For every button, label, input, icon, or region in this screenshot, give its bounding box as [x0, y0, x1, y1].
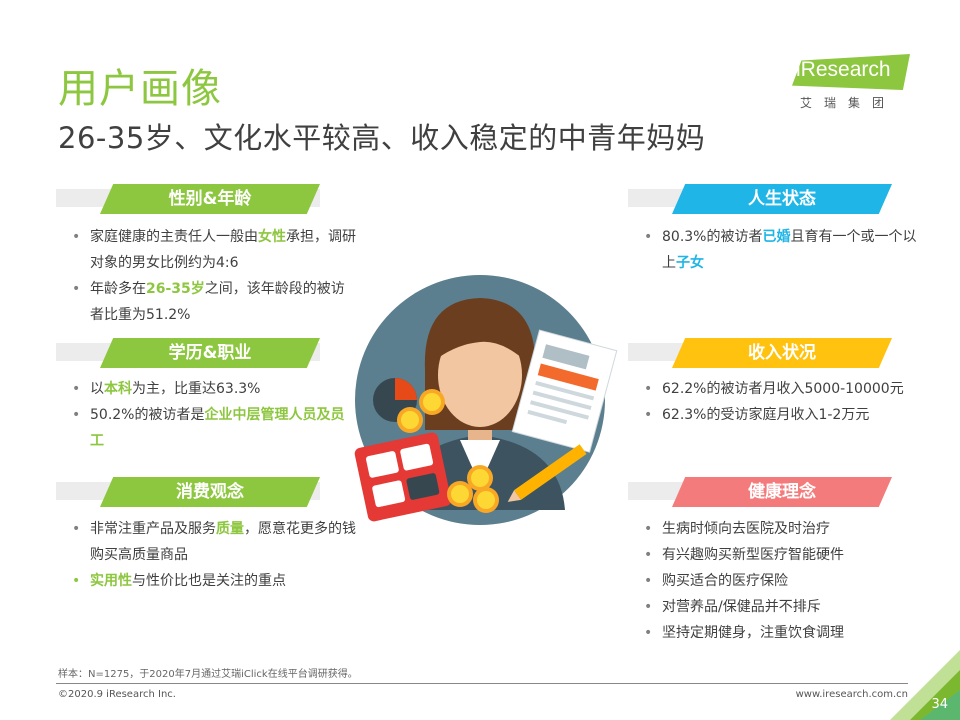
- section-header-consumption: 消费观念: [56, 477, 320, 507]
- list-item: 坚持定期健身，注重饮食调理: [640, 620, 930, 646]
- list-item: 购买适合的医疗保险: [640, 568, 930, 594]
- section-title-consumption: 消费观念: [100, 477, 320, 507]
- section-title-life: 人生状态: [672, 184, 892, 214]
- section-header-life: 人生状态: [628, 184, 892, 214]
- life-list: 80.3%的被访者已婚且育有一个或一个以上子女: [640, 224, 920, 276]
- calculator-icon: [354, 432, 452, 522]
- hair-fringe: [438, 318, 522, 358]
- page-subtitle: 26-35岁、文化水平较高、收入稳定的中青年妈妈: [58, 121, 706, 155]
- health-list: 生病时倾向去医院及时治疗 有兴趣购买新型医疗智能硬件 购买适合的医疗保险 对营养…: [640, 516, 930, 646]
- section-header-gender-age: 性别&年龄: [56, 184, 320, 214]
- list-item: 50.2%的被访者是企业中层管理人员及员工: [68, 402, 358, 454]
- education-list: 以本科为主，比重达63.3% 50.2%的被访者是企业中层管理人员及员工: [68, 376, 358, 454]
- section-title-income: 收入状况: [672, 338, 892, 368]
- logo-shape: [792, 54, 910, 90]
- footer-divider: [56, 683, 908, 684]
- list-item: 年龄多在26-35岁之间，该年龄段的被访者比重为51.2%: [68, 276, 358, 328]
- section-title-health: 健康理念: [672, 477, 892, 507]
- mother-illustration: [354, 275, 618, 525]
- list-item: 家庭健康的主责任人一般由女性承担，调研对象的男女比例约为4:6: [68, 224, 358, 276]
- list-item: 有兴趣购买新型医疗智能硬件: [640, 542, 930, 568]
- sample-note: 样本：N=1275，于2020年7月通过艾瑞iClick在线平台调研获得。: [58, 669, 358, 680]
- website-link[interactable]: www.iresearch.com.cn: [795, 689, 908, 700]
- corner-decoration: [890, 650, 960, 720]
- coin-icon: [397, 389, 499, 513]
- list-item: 非常注重产品及服务质量，愿意花更多的钱购买高质量商品: [68, 516, 358, 568]
- section-header-income: 收入状况: [628, 338, 892, 368]
- page-number: 34: [931, 697, 948, 712]
- list-item: 对营养品/保健品并不排斥: [640, 594, 930, 620]
- list-item: 62.3%的受访家庭月收入1-2万元: [640, 402, 930, 428]
- list-item: 生病时倾向去医院及时治疗: [640, 516, 930, 542]
- list-item: 80.3%的被访者已婚且育有一个或一个以上子女: [640, 224, 920, 276]
- income-list: 62.2%的被访者月收入5000-10000元 62.3%的受访家庭月收入1-2…: [640, 376, 930, 428]
- gender-age-list: 家庭健康的主责任人一般由女性承担，调研对象的男女比例约为4:6 年龄多在26-3…: [68, 224, 358, 328]
- list-item: 62.2%的被访者月收入5000-10000元: [640, 376, 930, 402]
- list-item: 实用性与性价比也是关注的重点: [68, 568, 358, 594]
- collar: [460, 440, 500, 485]
- logo-chinese: 艾瑞集团: [800, 96, 897, 110]
- section-header-education: 学历&职业: [56, 338, 320, 368]
- logo-text: iResearch: [796, 58, 891, 81]
- section-header-health: 健康理念: [628, 477, 892, 507]
- copyright: ©2020.9 iResearch Inc.: [58, 689, 176, 700]
- section-title-education: 学历&职业: [100, 338, 320, 368]
- list-item: 以本科为主，比重达63.3%: [68, 376, 358, 402]
- consumption-list: 非常注重产品及服务质量，愿意花更多的钱购买高质量商品 实用性与性价比也是关注的重…: [68, 516, 358, 594]
- document-icon: [511, 329, 618, 453]
- section-title-gender-age: 性别&年龄: [100, 184, 320, 214]
- page-title: 用户画像: [58, 66, 222, 112]
- iresearch-logo: iResearch 艾瑞集团: [788, 50, 913, 110]
- face: [438, 323, 522, 427]
- pencil-icon: [507, 444, 587, 502]
